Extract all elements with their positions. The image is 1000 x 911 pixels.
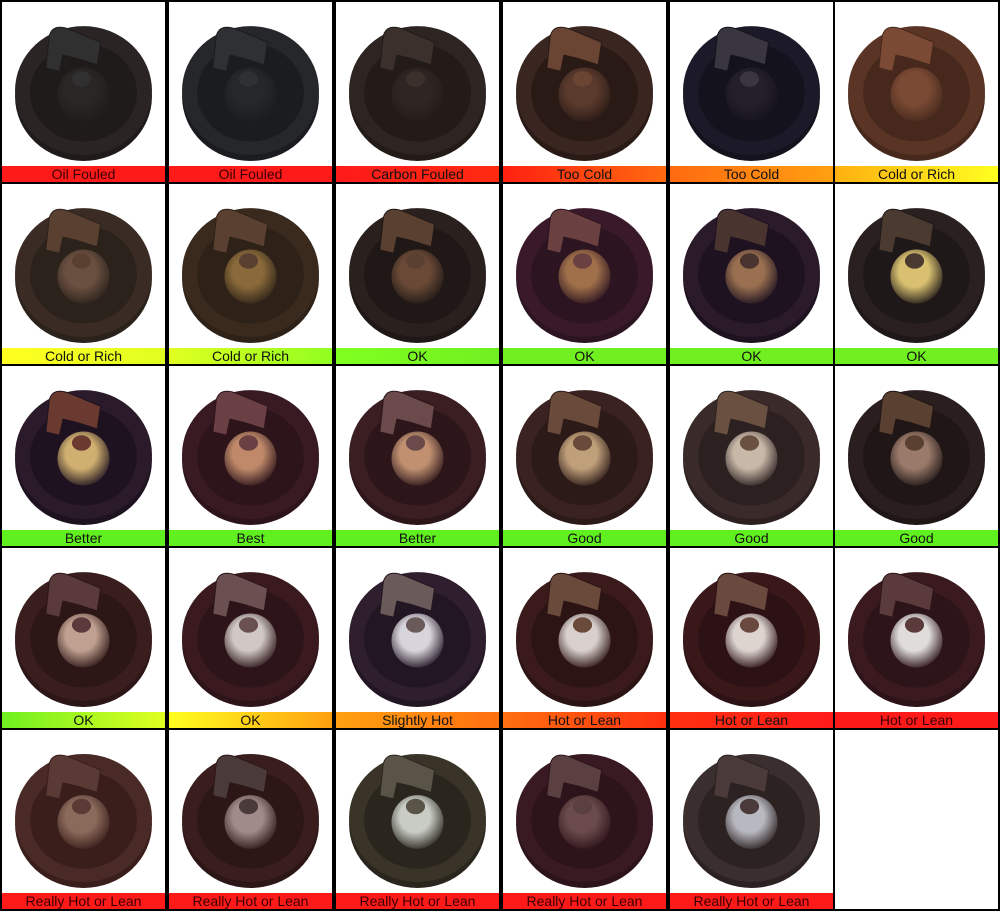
spark-plug-photo <box>15 26 152 161</box>
condition-label: OK <box>835 348 998 364</box>
spark-plug-photo <box>15 572 152 707</box>
spark-plug-photo <box>516 754 653 888</box>
plug-cell: Too Cold <box>503 2 666 182</box>
spark-plug-photo <box>349 26 486 161</box>
plug-cell: Really Hot or Lean <box>503 730 666 909</box>
condition-label: Oil Fouled <box>2 166 165 182</box>
plug-cell: OK <box>336 184 499 364</box>
plug-cell: Really Hot or Lean <box>169 730 332 909</box>
plug-cell: OK <box>503 184 666 364</box>
plug-cell: OK <box>2 548 165 728</box>
plug-cell: Oil Fouled <box>169 2 332 182</box>
spark-plug-photo <box>683 208 820 343</box>
empty-cell <box>835 730 998 909</box>
condition-label: OK <box>336 348 499 364</box>
spark-plug-photo <box>15 208 152 343</box>
spark-plug-photo <box>683 754 820 888</box>
spark-plug-photo <box>182 390 319 525</box>
spark-plug-photo <box>516 26 653 161</box>
spark-plug-photo <box>516 572 653 707</box>
plug-cell: Oil Fouled <box>2 2 165 182</box>
spark-plug-photo <box>683 572 820 707</box>
condition-label: Better <box>2 530 165 546</box>
plug-cell: Good <box>670 366 833 546</box>
plug-cell: Hot or Lean <box>670 548 833 728</box>
condition-label: OK <box>169 712 332 728</box>
spark-plug-photo <box>848 26 985 161</box>
spark-plug-photo <box>349 390 486 525</box>
spark-plug-photo <box>349 572 486 707</box>
spark-plug-photo <box>516 208 653 343</box>
condition-label: Good <box>670 530 833 546</box>
plug-cell: Carbon Fouled <box>336 2 499 182</box>
condition-label: Too Cold <box>503 166 666 182</box>
condition-label: Cold or Rich <box>2 348 165 364</box>
spark-plug-photo <box>182 754 319 888</box>
spark-plug-photo <box>182 572 319 707</box>
condition-label: Too Cold <box>670 166 833 182</box>
plug-cell: OK <box>835 184 998 364</box>
plug-cell: Cold or Rich <box>835 2 998 182</box>
condition-label: Carbon Fouled <box>336 166 499 182</box>
plug-cell: Cold or Rich <box>2 184 165 364</box>
plug-cell: Too Cold <box>670 2 833 182</box>
plug-cell: Better <box>336 366 499 546</box>
spark-plug-photo <box>683 390 820 525</box>
condition-label: Really Hot or Lean <box>670 893 833 909</box>
condition-label: Slightly Hot <box>336 712 499 728</box>
condition-label: Cold or Rich <box>169 348 332 364</box>
condition-label: Really Hot or Lean <box>2 893 165 909</box>
plug-cell: OK <box>169 548 332 728</box>
spark-plug-photo <box>848 572 985 707</box>
plug-cell: Good <box>835 366 998 546</box>
condition-label: OK <box>670 348 833 364</box>
spark-plug-photo <box>349 208 486 343</box>
spark-plug-photo <box>15 754 152 888</box>
condition-label: Good <box>835 530 998 546</box>
condition-label: Cold or Rich <box>835 166 998 182</box>
plug-cell: Better <box>2 366 165 546</box>
plug-cell: Really Hot or Lean <box>2 730 165 909</box>
condition-label: Hot or Lean <box>835 712 998 728</box>
spark-plug-photo <box>349 754 486 888</box>
condition-label: Really Hot or Lean <box>169 893 332 909</box>
plug-cell: Hot or Lean <box>835 548 998 728</box>
plug-cell: Really Hot or Lean <box>336 730 499 909</box>
condition-label: Better <box>336 530 499 546</box>
plug-cell: Slightly Hot <box>336 548 499 728</box>
condition-label: OK <box>503 348 666 364</box>
condition-label: Good <box>503 530 666 546</box>
spark-plug-photo <box>848 390 985 525</box>
condition-label: Really Hot or Lean <box>336 893 499 909</box>
plug-cell: Good <box>503 366 666 546</box>
condition-label: OK <box>2 712 165 728</box>
plug-cell: Cold or Rich <box>169 184 332 364</box>
spark-plug-photo <box>848 208 985 343</box>
condition-label: Hot or Lean <box>503 712 666 728</box>
plug-cell: Really Hot or Lean <box>670 730 833 909</box>
condition-label: Hot or Lean <box>670 712 833 728</box>
plug-cell: Hot or Lean <box>503 548 666 728</box>
plug-cell: Best <box>169 366 332 546</box>
plug-cell: OK <box>670 184 833 364</box>
spark-plug-photo <box>182 208 319 343</box>
condition-label: Oil Fouled <box>169 166 332 182</box>
spark-plug-photo <box>516 390 653 525</box>
spark-plug-photo <box>182 26 319 161</box>
spark-plug-photo <box>683 26 820 161</box>
condition-label: Really Hot or Lean <box>503 893 666 909</box>
spark-plug-photo <box>15 390 152 525</box>
condition-label: Best <box>169 530 332 546</box>
